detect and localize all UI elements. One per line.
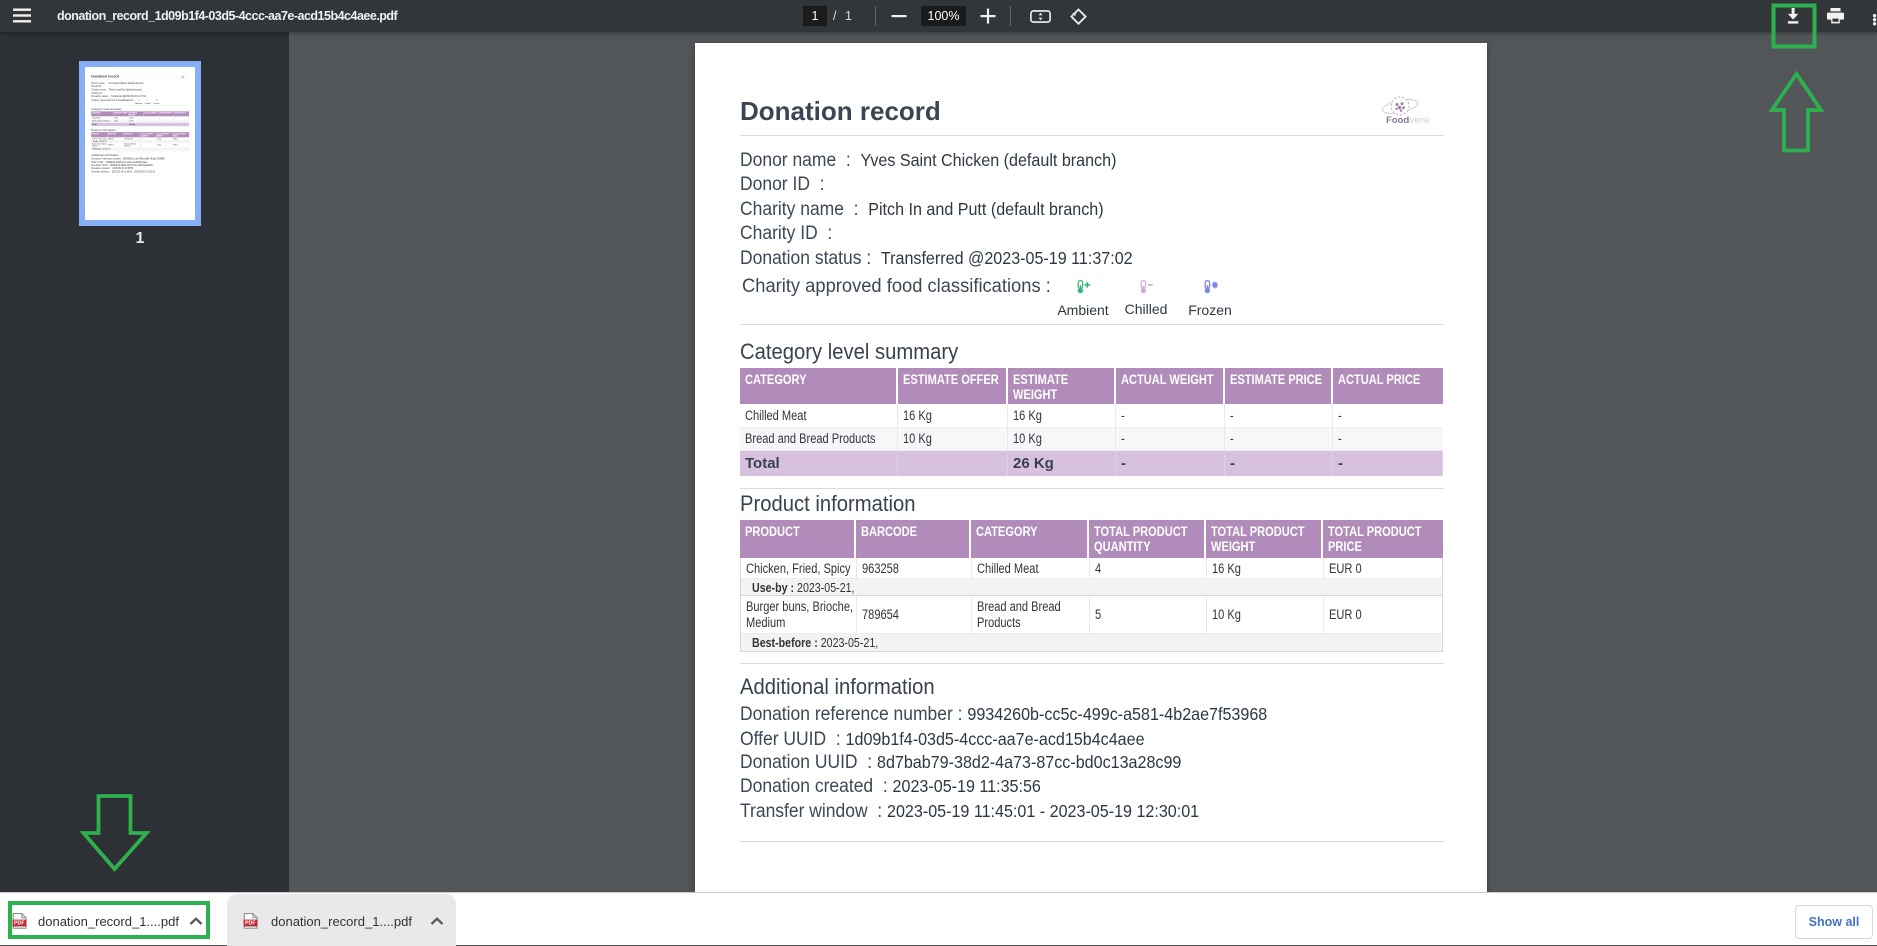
svg-text:PDF: PDF bbox=[245, 920, 255, 926]
svg-text:Food: Food bbox=[1386, 115, 1409, 126]
svg-text:iverse: iverse bbox=[1408, 115, 1429, 125]
svg-text:PDF: PDF bbox=[14, 920, 24, 926]
svg-text:iverse: iverse bbox=[184, 77, 187, 78]
